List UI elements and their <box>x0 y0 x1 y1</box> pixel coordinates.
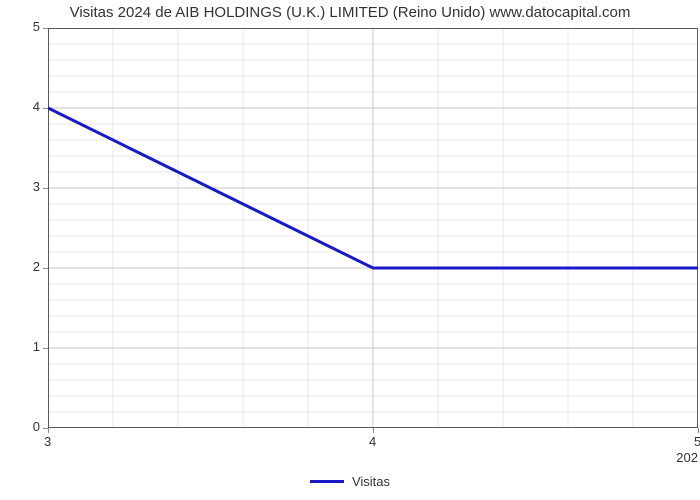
y-tick-label: 3 <box>33 179 40 194</box>
x-tick-label: 4 <box>369 434 376 449</box>
legend-item: Visitas <box>310 474 390 489</box>
legend-swatch <box>310 480 344 483</box>
x-tick-label: 3 <box>44 434 51 449</box>
y-tick-mark <box>43 348 48 349</box>
chart-container: Visitas 2024 de AIB HOLDINGS (U.K.) LIMI… <box>0 0 700 500</box>
chart-title: Visitas 2024 de AIB HOLDINGS (U.K.) LIMI… <box>0 4 700 21</box>
y-tick-label: 2 <box>33 259 40 274</box>
plot-area <box>48 28 698 428</box>
y-tick-label: 1 <box>33 339 40 354</box>
corner-label: 202 <box>676 450 698 465</box>
x-tick-label: 5 <box>694 434 700 449</box>
y-tick-label: 0 <box>33 419 40 434</box>
y-tick-mark <box>43 28 48 29</box>
legend: Visitas <box>0 470 700 489</box>
y-tick-mark <box>43 268 48 269</box>
y-tick-mark <box>43 108 48 109</box>
y-tick-label: 4 <box>33 99 40 114</box>
x-tick-mark <box>48 428 49 433</box>
legend-label: Visitas <box>352 474 390 489</box>
x-tick-mark <box>698 428 699 433</box>
y-tick-mark <box>43 188 48 189</box>
y-tick-label: 5 <box>33 19 40 34</box>
x-tick-mark <box>373 428 374 433</box>
